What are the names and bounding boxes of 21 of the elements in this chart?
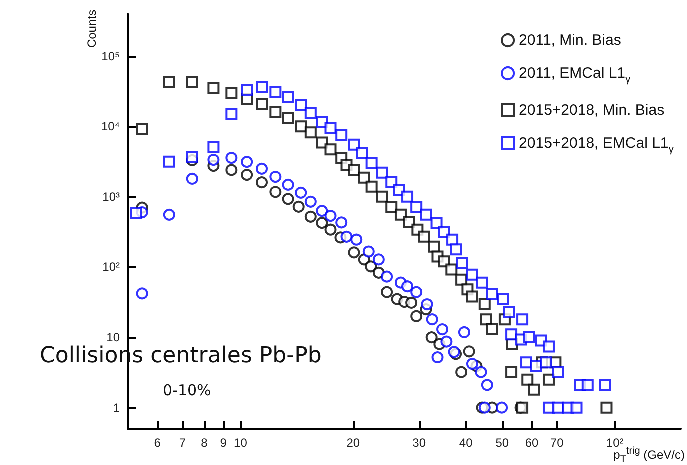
- y-tick-label: 10⁴: [101, 120, 120, 134]
- legend-label: 2015+2018, Min. Bias: [519, 102, 665, 119]
- x-tick-label: 9: [220, 436, 228, 450]
- x-tick-label: 60: [525, 436, 540, 450]
- y-tick-label: 10³: [102, 190, 120, 204]
- x-tick-label: 8: [201, 436, 208, 450]
- x-tick-label: 10: [234, 436, 248, 450]
- y-tick-label: 10²: [102, 260, 120, 274]
- x-tick-label: 70: [550, 436, 564, 450]
- x-tick-label: 30: [412, 436, 426, 450]
- annotation: 0-10%: [163, 382, 212, 400]
- y-tick-label: 10⁵: [102, 49, 120, 64]
- y-axis-title: Counts: [85, 10, 99, 48]
- x-tick-label: 20: [346, 436, 360, 450]
- x-tick-label: 40: [459, 436, 474, 450]
- x-tick-label: 6: [154, 436, 162, 450]
- legend-label: 2011, Min. Bias: [519, 32, 622, 49]
- y-tick-label: 1: [113, 400, 120, 415]
- x-tick-label: 50: [496, 436, 510, 450]
- x-tick-label: 7: [179, 436, 186, 450]
- y-tick-label: 10: [106, 330, 120, 345]
